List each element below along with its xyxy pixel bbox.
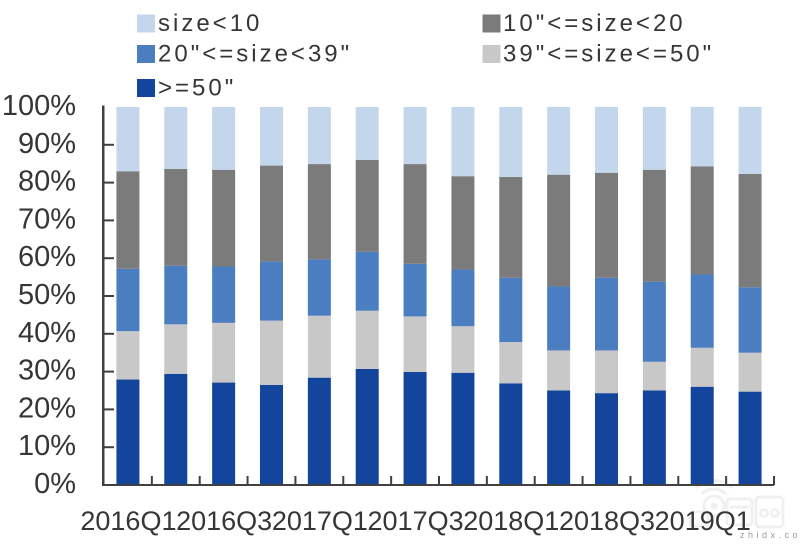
svg-text:2017Q3: 2017Q3 [368, 506, 464, 536]
svg-text:2018Q1: 2018Q1 [463, 506, 559, 536]
svg-text:70%: 70% [18, 203, 76, 235]
svg-text:2016Q3: 2016Q3 [176, 506, 272, 536]
svg-text:40%: 40% [18, 317, 76, 349]
svg-text:20%: 20% [18, 392, 76, 424]
svg-text:100%: 100% [2, 90, 76, 122]
svg-text:0%: 0% [34, 468, 76, 500]
svg-text:20"<=size<39": 20"<=size<39" [158, 41, 352, 68]
svg-text:60%: 60% [18, 241, 76, 273]
svg-text:10%: 10% [18, 430, 76, 462]
svg-text:size<10: size<10 [158, 10, 262, 37]
svg-text:2016Q1: 2016Q1 [80, 506, 176, 536]
svg-text:zhidx.com: zhidx.com [740, 530, 800, 540]
svg-text:2018Q3: 2018Q3 [559, 506, 655, 536]
svg-text:2017Q1: 2017Q1 [272, 506, 368, 536]
svg-text:80%: 80% [18, 166, 76, 198]
svg-text:90%: 90% [18, 128, 76, 160]
svg-text:39"<=size<=50": 39"<=size<=50" [503, 41, 714, 68]
svg-text:>=50": >=50" [158, 75, 236, 102]
svg-text:50%: 50% [18, 279, 76, 311]
svg-text:30%: 30% [18, 355, 76, 387]
svg-text:10"<=size<20: 10"<=size<20 [503, 10, 686, 37]
svg-text:2019Q1: 2019Q1 [655, 506, 751, 536]
